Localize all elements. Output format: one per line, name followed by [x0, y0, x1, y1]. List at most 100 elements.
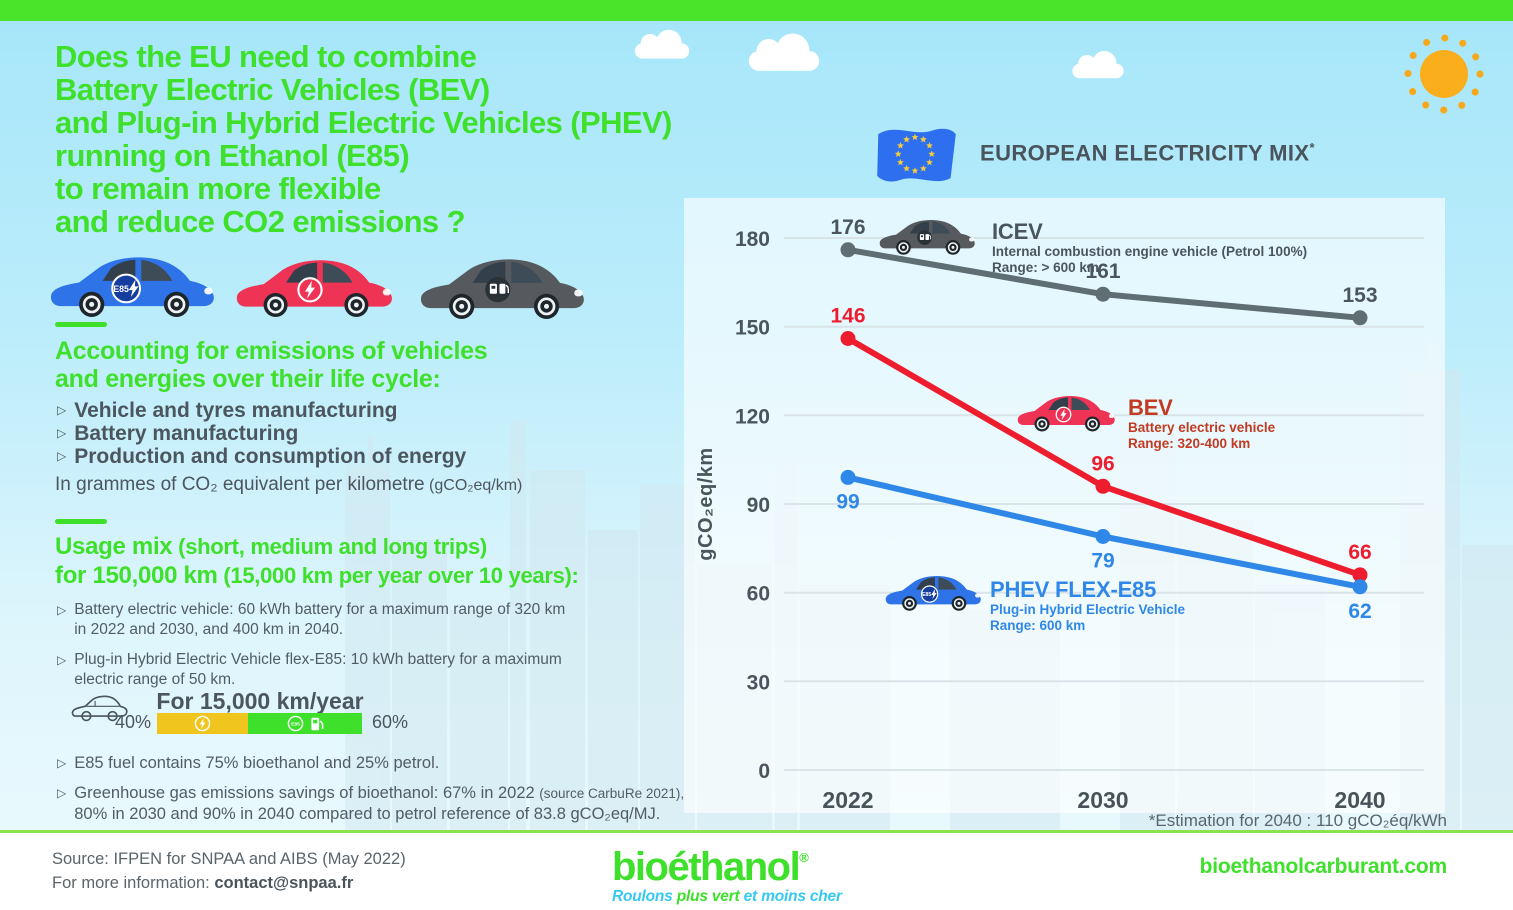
svg-text:0: 0: [758, 760, 770, 783]
top-green-strip: [0, 0, 1513, 21]
lifecycle-heading-line: Accounting for emissions of vehicles: [55, 337, 488, 365]
svg-text:79: 79: [1091, 550, 1114, 573]
cloud-icon: [748, 33, 820, 71]
svg-text:2030: 2030: [1077, 787, 1128, 813]
lightning-bolt-icon: [194, 715, 211, 732]
svg-text:60: 60: [747, 583, 770, 606]
fuel-note-text: E85 fuel contains 75% bioethanol and 25%…: [74, 754, 440, 772]
fuel-note-text: Greenhouse gas emissions savings of bioe…: [74, 784, 685, 823]
triangle-bullet-icon: ▷: [57, 786, 67, 800]
logo-wordmark: bioéthanol®: [612, 845, 809, 889]
lifecycle-bullet-text: Production and consumption of energy: [74, 445, 467, 468]
cloud-icon: [1072, 51, 1124, 79]
headline-line: to remain more flexible: [55, 171, 381, 206]
usage-bullet: ▷ Battery electric vehicle: 60 kWh batte…: [57, 600, 577, 640]
fuel-pump-icon: [310, 717, 323, 730]
svg-text:120: 120: [735, 405, 770, 428]
svg-text:99: 99: [836, 490, 859, 513]
svg-text:2022: 2022: [822, 787, 873, 813]
phev-e85-car-icon: E85: [884, 574, 982, 612]
lifecycle-bullet: ▷ Production and consumption of energy: [57, 445, 466, 468]
lifecycle-bullet-text: Battery manufacturing: [74, 422, 299, 445]
lifecycle-heading: Accounting for emissions of vehicles and…: [55, 337, 488, 393]
svg-text:150: 150: [735, 317, 770, 340]
svg-text:E85: E85: [291, 722, 300, 728]
legend-icev: ICEV Internal combustion engine vehicle …: [992, 220, 1307, 275]
legend-phev-subtitle: Plug-in Hybrid Electric Vehicle: [990, 602, 1186, 617]
headline-line: and reduce CO2 emissions ?: [55, 204, 466, 239]
svg-text:153: 153: [1342, 284, 1377, 307]
legend-phev-range: Range: 600 km: [990, 617, 1086, 633]
legend-bev: BEV Battery electric vehicle Range: 320-…: [1128, 396, 1275, 451]
source-text: Source: IFPEN for SNPAA and AIBS (May 20…: [52, 847, 406, 895]
legend-icev-range: Range: > 600 km: [992, 259, 1099, 275]
usage-bullet-text: Battery electric vehicle: 60 kWh battery…: [74, 601, 566, 638]
headline-line: Does the EU need to combine: [55, 39, 477, 74]
lifecycle-bullet: ▷ Vehicle and tyres manufacturing: [57, 399, 398, 422]
triangle-bullet-icon: ▷: [57, 449, 67, 463]
icev-car-icon: [878, 218, 976, 256]
usage-bullet: ▷ Plug-in Hybrid Electric Vehicle flex-E…: [57, 650, 577, 690]
svg-text:E85: E85: [922, 592, 931, 598]
emissions-line-chart: 180 150 120 90 60 30 0 2022 2030 2040 gCO₂eq/km 176…: [695, 216, 1424, 813]
legend-phev: PHEV FLEX-E85 Plug-in Hybrid Electric Ve…: [990, 578, 1185, 633]
usage-mix-heading-line: Usage mix (short, medium and long trips): [55, 533, 487, 560]
usage-bullet-text: Plug-in Hybrid Electric Vehicle flex-E85…: [74, 651, 562, 688]
svg-text:90: 90: [747, 494, 770, 517]
e85-badge-icon: E85: [287, 715, 303, 732]
svg-text:2040: 2040: [1334, 787, 1385, 813]
legend-bev-range: Range: 320-400 km: [1128, 435, 1251, 451]
legend-phev-name: PHEV FLEX-E85: [990, 577, 1157, 602]
svg-text:E85: E85: [113, 284, 129, 294]
svg-text:66: 66: [1348, 541, 1371, 564]
divider: [55, 519, 107, 524]
e85-share-bar: E85: [248, 713, 362, 734]
sun-icon: [1404, 34, 1484, 114]
logo-tagline: Roulons plus vert et moins cher: [612, 888, 842, 905]
legend-icev-subtitle: Internal combustion engine vehicle (Petr…: [992, 244, 1308, 259]
headline-line: running on Ethanol (E85): [55, 138, 410, 173]
triangle-bullet-icon: ▷: [57, 403, 67, 417]
headline: Does the EU need to combine Battery Elec…: [55, 40, 845, 238]
divider: [55, 322, 107, 327]
triangle-bullet-icon: ▷: [57, 756, 67, 770]
chart-footnote: *Estimation for 2040 : 110 gCO₂éq/kWh: [1148, 811, 1447, 830]
co2-note-unit: (gCO₂eq/km): [424, 477, 523, 494]
svg-text:161: 161: [1085, 260, 1120, 283]
car-outline-icon: [71, 695, 128, 722]
website-link: bioethanolcarburant.com: [1199, 855, 1448, 878]
usage-mix-heading: Usage mix (short, medium and long trips)…: [55, 532, 579, 590]
svg-text:180: 180: [735, 228, 770, 251]
source-line: Source: IFPEN for SNPAA and AIBS (May 20…: [52, 850, 406, 868]
svg-text:96: 96: [1091, 452, 1114, 475]
headline-line: and Plug-in Hybrid Electric Vehicles (PH…: [55, 105, 672, 140]
e85-share-label: 60%: [372, 712, 409, 732]
phev-e85-car-icon: E85: [48, 254, 216, 320]
bioethanol-logo: bioéthanol® Roulons plus vert et moins c…: [612, 837, 842, 906]
eu-flag-icon: [877, 128, 956, 182]
lifecycle-heading-line: and energies over their life cycle:: [55, 365, 441, 393]
lifecycle-bullet-text: Vehicle and tyres manufacturing: [74, 399, 398, 422]
legend-icev-name: ICEV: [992, 219, 1043, 244]
contact-email: contact@snpaa.fr: [214, 874, 354, 892]
electric-share-bar: [157, 713, 248, 734]
contact-line: For more information: contact@snpaa.fr: [52, 874, 354, 892]
triangle-bullet-icon: ▷: [57, 426, 67, 440]
footer-divider: [0, 830, 1513, 833]
footer: Source: IFPEN for SNPAA and AIBS (May 20…: [0, 833, 1513, 910]
fuel-note: ▷ E85 fuel contains 75% bioethanol and 2…: [57, 753, 697, 774]
emissions-chart-panel: 180 150 120 90 60 30 0 2022 2030 2040 gCO₂eq/km 176…: [684, 198, 1445, 813]
svg-text:gCO₂eq/km: gCO₂eq/km: [695, 447, 717, 560]
cloud-icon: [634, 29, 690, 59]
triangle-bullet-icon: ▷: [57, 603, 67, 617]
svg-text:62: 62: [1348, 600, 1371, 623]
headline-line: Battery Electric Vehicles (BEV): [55, 72, 490, 107]
usage-mix-heading-line: for 150,000 km (15,000 km per year over …: [55, 562, 579, 589]
co2-note: In grammes of CO₂ equivalent per kilomet…: [55, 474, 522, 496]
bev-car-icon: [1016, 394, 1116, 433]
svg-text:146: 146: [830, 305, 865, 328]
annual-mix-title: For 15,000 km/year: [156, 688, 364, 714]
triangle-bullet-icon: ▷: [57, 653, 67, 667]
icev-car-icon: [418, 256, 586, 322]
